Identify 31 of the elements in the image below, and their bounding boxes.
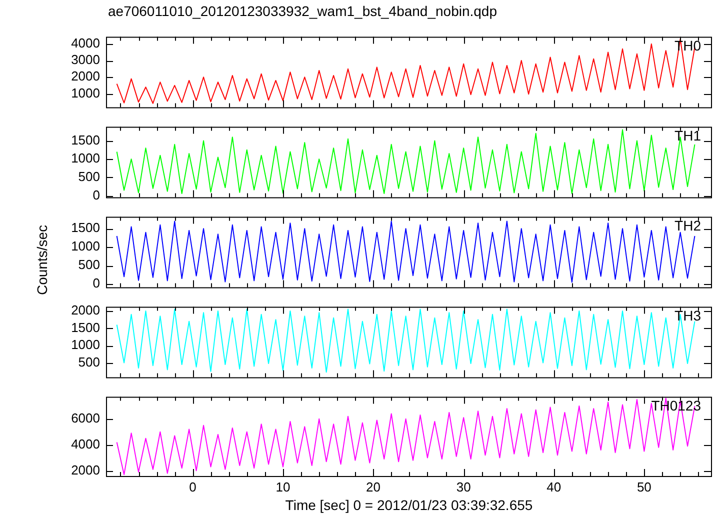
- x-tick-label: 30: [456, 479, 471, 494]
- x-tick-label: 50: [636, 479, 652, 494]
- y-tick-label: 3000: [71, 52, 100, 68]
- x-tick-label: 0: [189, 479, 196, 494]
- y-tick-label: 1000: [71, 238, 100, 254]
- y-tick-label: 1000: [71, 150, 100, 166]
- x-tick-label: 20: [366, 479, 381, 494]
- y-axis-title: Counts/sec: [34, 224, 50, 296]
- chart-title: ae706011010_20120123033932_wam1_bst_4band_nobin.qdp: [108, 3, 497, 19]
- y-tick-label: 500: [78, 257, 100, 272]
- x-tick-label: 10: [276, 479, 290, 494]
- y-tick-label: 0: [92, 276, 100, 291]
- series-label: TH3: [674, 308, 702, 324]
- y-tick-label: 2000: [71, 302, 100, 318]
- y-tick-label: 1500: [71, 132, 100, 148]
- y-tick-label: 0: [92, 187, 100, 202]
- series-label: TH2: [674, 218, 702, 234]
- y-tick-label: 500: [78, 168, 100, 184]
- y-tick-label: 2000: [71, 462, 100, 478]
- y-tick-label: 6000: [71, 410, 100, 426]
- y-tick-label: 1000: [71, 337, 100, 352]
- x-axis-title: Time [sec] 0 = 2012/01/23 03:39:32.655: [285, 497, 533, 513]
- y-tick-label: 4000: [71, 436, 100, 452]
- y-tick-label: 1500: [71, 320, 100, 335]
- y-tick-label: 4000: [71, 36, 100, 51]
- y-tick-label: 2000: [71, 68, 100, 84]
- y-tick-label: 1500: [71, 220, 100, 236]
- series-label: TH1: [674, 128, 702, 144]
- y-tick-label: 1000: [71, 85, 100, 100]
- x-tick-label: 40: [546, 479, 562, 494]
- y-tick-label: 500: [78, 354, 100, 370]
